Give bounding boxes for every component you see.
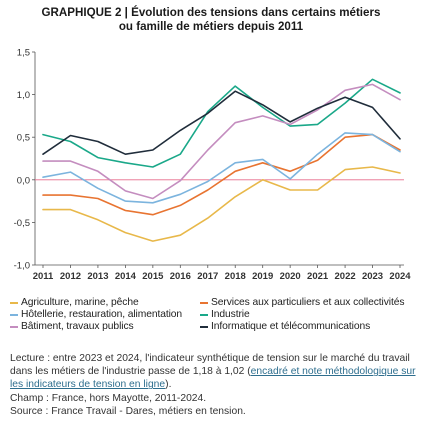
x-tick-label: 2024 (389, 271, 411, 280)
legend-label: Bâtiment, travaux publics (21, 321, 134, 332)
series-line-1 (42, 133, 401, 216)
legend-swatch (200, 301, 208, 304)
legend-item-1: Services aux particuliers et aux collect… (200, 297, 405, 308)
x-tick-label: 2014 (115, 271, 137, 280)
y-tick-label: 1,0 (17, 90, 30, 101)
x-tick-label: 2017 (197, 271, 218, 280)
lecture-note: Lecture : entre 2023 et 2024, l'indicate… (10, 352, 418, 392)
champ-note: Champ : France, hors Mayotte, 2011-2024. (10, 392, 207, 404)
legend-label: Agriculture, marine, pêche (21, 297, 139, 308)
x-tick-label: 2015 (142, 271, 164, 280)
lecture-suffix: ). (165, 379, 172, 391)
x-tick-label: 2012 (60, 271, 81, 280)
series-line-0 (42, 166, 401, 242)
series-line-5 (42, 90, 401, 155)
x-tick-label: 2022 (335, 271, 356, 280)
x-tick-label: 2020 (280, 271, 301, 280)
x-tick-label: 2021 (307, 271, 329, 280)
legend-swatch (10, 301, 18, 304)
y-tick-label: -1,0 (14, 261, 30, 272)
legend-item-5: Informatique et télécommunications (200, 321, 370, 332)
chart-notes: Lecture : entre 2023 et 2024, l'indicate… (10, 352, 418, 418)
y-tick-label: 1,5 (17, 48, 30, 59)
legend-item-2: Hôtellerie, restauration, alimentation (10, 309, 182, 320)
legend-label: Industrie (211, 309, 250, 320)
x-tick-label: 2013 (87, 271, 108, 280)
legend-item-4: Bâtiment, travaux publics (10, 321, 134, 332)
legend-label: Services aux particuliers et aux collect… (211, 297, 405, 308)
methodology-link[interactable]: encadré et note méthodologique sur les i… (10, 366, 416, 391)
y-tick-label: 0,0 (17, 175, 30, 186)
legend-swatch (10, 325, 18, 328)
series-line-4 (42, 83, 401, 200)
legend-item-3: Industrie (200, 309, 250, 320)
lecture-text: Lecture : entre 2023 et 2024, l'indicate… (10, 353, 410, 378)
x-tick-label: 2011 (33, 271, 54, 280)
x-tick-label: 2019 (252, 271, 273, 280)
chart-title-line-1: GRAPHIQUE 2 | Évolution des tensions dan… (41, 6, 381, 19)
series-layer (42, 78, 401, 242)
legend-swatch (10, 313, 18, 316)
legend-item-0: Agriculture, marine, pêche (10, 297, 139, 308)
chart-title: GRAPHIQUE 2 | Évolution des tensions dan… (0, 6, 422, 34)
series-line-3 (42, 78, 401, 168)
legend-label: Hôtellerie, restauration, alimentation (21, 309, 183, 320)
x-tick-label: 2016 (170, 271, 191, 280)
x-tick-label: 2023 (362, 271, 383, 280)
legend-swatch (200, 325, 208, 328)
legend-label: Informatique et télécommunications (211, 321, 371, 332)
x-tick-label: 2018 (225, 271, 246, 280)
y-tick-label: 0,5 (17, 133, 30, 144)
y-tick-label: -0,5 (14, 218, 30, 229)
chart-title-line-2: ou famille de métiers depuis 2011 (118, 20, 304, 33)
source-note: Source : France Travail - Dares, métiers… (10, 405, 246, 417)
series-line-2 (42, 132, 401, 204)
legend-swatch (200, 313, 208, 316)
